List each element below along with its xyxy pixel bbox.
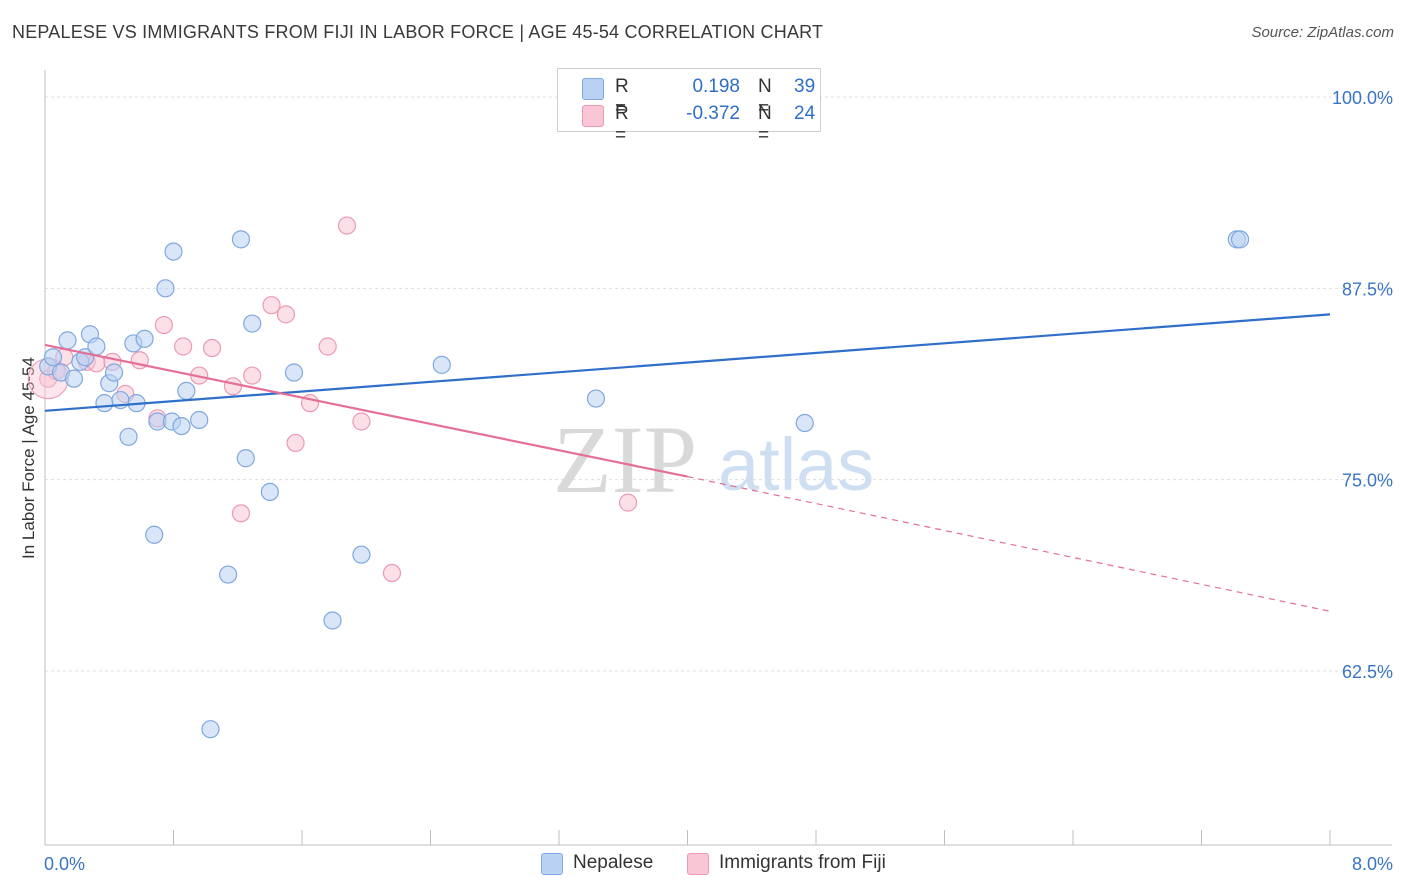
axes [44, 70, 1392, 846]
data-point-nepalese [145, 525, 164, 544]
legend-swatch-fiji [582, 105, 604, 127]
data-point-fiji [618, 493, 638, 512]
data-point-fiji [382, 563, 402, 583]
chart-title: NEPALESE VS IMMIGRANTS FROM FIJI IN LABO… [12, 22, 824, 42]
legend-r-value: 0.198 [692, 76, 740, 97]
watermark: ZIP atlas [553, 406, 874, 513]
data-point-fiji [243, 366, 262, 385]
series-nepalese-points [39, 230, 1250, 739]
legend-n-value: 24 [794, 103, 816, 124]
data-point-nepalese [323, 611, 342, 630]
source-label: Source: ZipAtlas.com [1251, 24, 1394, 41]
data-point-nepalese [432, 355, 451, 374]
data-point-fiji [352, 412, 371, 431]
x-tick-label: 8.0% [1352, 854, 1393, 874]
trend-lines [44, 313, 1331, 612]
watermark-atlas: atlas [718, 423, 874, 506]
data-point-fiji [174, 337, 193, 356]
data-point-nepalese [284, 363, 304, 382]
data-point-nepalese [231, 230, 251, 249]
bottom-legend-fiji: Immigrants from Fiji [687, 852, 927, 876]
y-tick-label: 62.5% [1342, 662, 1393, 682]
bottom-legend-swatch-fiji [687, 853, 709, 875]
data-point-fiji [276, 305, 296, 324]
gridlines [45, 96, 1392, 672]
trend-line-nepalese [44, 313, 1331, 412]
data-point-fiji [286, 433, 305, 453]
legend-n-label: N = [758, 76, 772, 119]
data-point-nepalese [177, 381, 196, 400]
legend-n-value: 39 [794, 76, 816, 97]
bottom-legend-swatch-nepalese [541, 853, 563, 875]
data-point-nepalese [236, 449, 255, 468]
legend-swatch-nepalese [582, 78, 604, 100]
y-tick-label: 100.0% [1332, 88, 1393, 108]
x-tick-label: 0.0% [44, 854, 85, 874]
data-point-fiji [337, 216, 357, 235]
data-point-nepalese [260, 482, 279, 502]
data-point-nepalese [1230, 230, 1250, 249]
legend-r-label: R = [615, 76, 629, 119]
legend-box: R = 0.198 N = 39 R = -0.372 N = 24 [557, 68, 821, 146]
data-point-nepalese [219, 565, 238, 584]
data-point-fiji [231, 504, 251, 523]
data-point-fiji [318, 337, 337, 356]
legend-r-value: -0.372 [686, 103, 740, 124]
bottom-legend-label-nepalese: Nepalese [573, 852, 654, 873]
data-point-nepalese [172, 416, 191, 436]
y-tick-labels: 100.0% 87.5% 75.0% 62.5% [1332, 88, 1393, 682]
data-point-fiji [202, 338, 222, 358]
y-tick-label: 87.5% [1342, 279, 1393, 299]
data-point-nepalese [190, 410, 209, 430]
data-point-fiji [223, 377, 243, 396]
bottom-legend-nepalese: Nepalese [541, 852, 671, 876]
data-point-nepalese [43, 348, 63, 367]
legend-r-label: R = [615, 103, 629, 146]
x-tick-labels: 0.0% 8.0% [44, 854, 1393, 874]
y-tick-label: 75.0% [1342, 471, 1393, 491]
data-point-nepalese [58, 331, 77, 350]
data-point-nepalese [87, 337, 106, 356]
trend-line-fiji [44, 343, 688, 478]
data-point-nepalese [795, 413, 814, 433]
data-point-nepalese [119, 427, 138, 446]
data-point-nepalese [95, 394, 114, 413]
data-point-nepalese [164, 242, 183, 261]
data-point-fiji [262, 296, 281, 315]
data-point-nepalese [156, 279, 175, 298]
data-point-nepalese [135, 329, 154, 348]
data-point-nepalese [104, 363, 124, 382]
data-point-fiji [154, 315, 173, 335]
y-axis-label: In Labor Force | Age 45-54 [19, 357, 38, 559]
data-point-nepalese [352, 545, 371, 564]
legend-n-label: N = [758, 103, 772, 146]
bottom-legend-label-fiji: Immigrants from Fiji [719, 852, 886, 873]
data-point-nepalese [64, 369, 84, 388]
data-point-nepalese [243, 314, 262, 333]
trend-line-fiji-extrapolated [687, 476, 1331, 612]
data-point-nepalese [586, 389, 606, 408]
data-point-nepalese [201, 720, 220, 739]
